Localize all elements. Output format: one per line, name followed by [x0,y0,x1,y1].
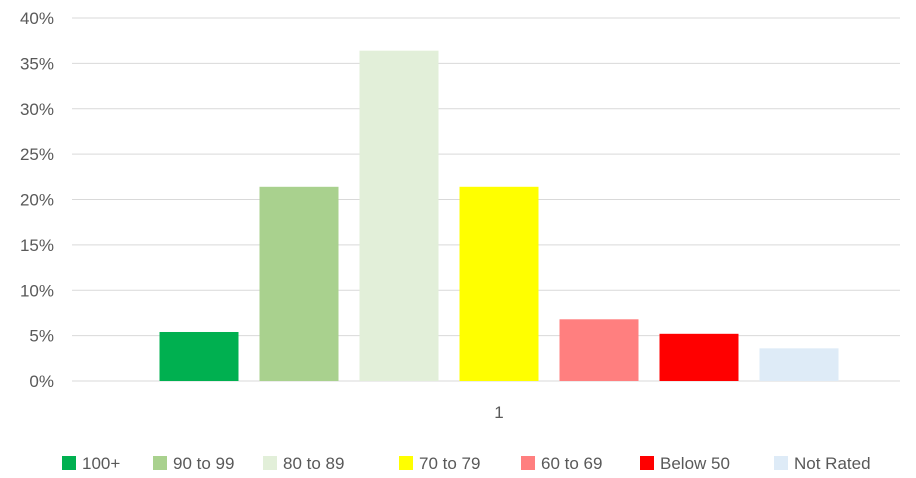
x-axis-category-labels: 1 [494,403,503,422]
legend-label: 70 to 79 [419,454,480,473]
y-tick-label: 40% [20,9,54,28]
bar-not-rated [759,348,839,381]
bar-90-to-99 [259,186,339,381]
legend: 100+ 90 to 99 80 to 89 70 to 79 60 to 69 Belo… [62,454,871,473]
legend-label: 80 to 89 [283,454,344,473]
y-tick-label: 15% [20,236,54,255]
legend-label: 100+ [82,454,120,473]
bar-below-50 [659,333,739,381]
y-tick-label: 30% [20,100,54,119]
legend-swatch [399,456,413,470]
y-tick-label: 20% [20,191,54,210]
bar-80-to-89 [359,50,439,382]
y-tick-label: 25% [20,145,54,164]
y-tick-label: 10% [20,281,54,300]
bar-100- [159,331,239,381]
bar-70-to-79 [459,186,539,381]
bar-60-to-69 [559,319,639,381]
legend-swatch [774,456,788,470]
legend-label: 90 to 99 [173,454,234,473]
bars [159,50,839,382]
legend-swatch [62,456,76,470]
legend-swatch [153,456,167,470]
y-tick-label: 35% [20,54,54,73]
legend-swatch [640,456,654,470]
legend-swatch [521,456,535,470]
legend-label: Below 50 [660,454,730,473]
x-category-label: 1 [494,403,503,422]
legend-label: 60 to 69 [541,454,602,473]
y-tick-label: 5% [29,327,54,346]
y-axis-tick-labels: 0% 5% 10% 15% 20% 25% 30% 35% 40% [20,9,54,391]
legend-label: Not Rated [794,454,871,473]
legend-swatch [263,456,277,470]
y-tick-label: 0% [29,372,54,391]
